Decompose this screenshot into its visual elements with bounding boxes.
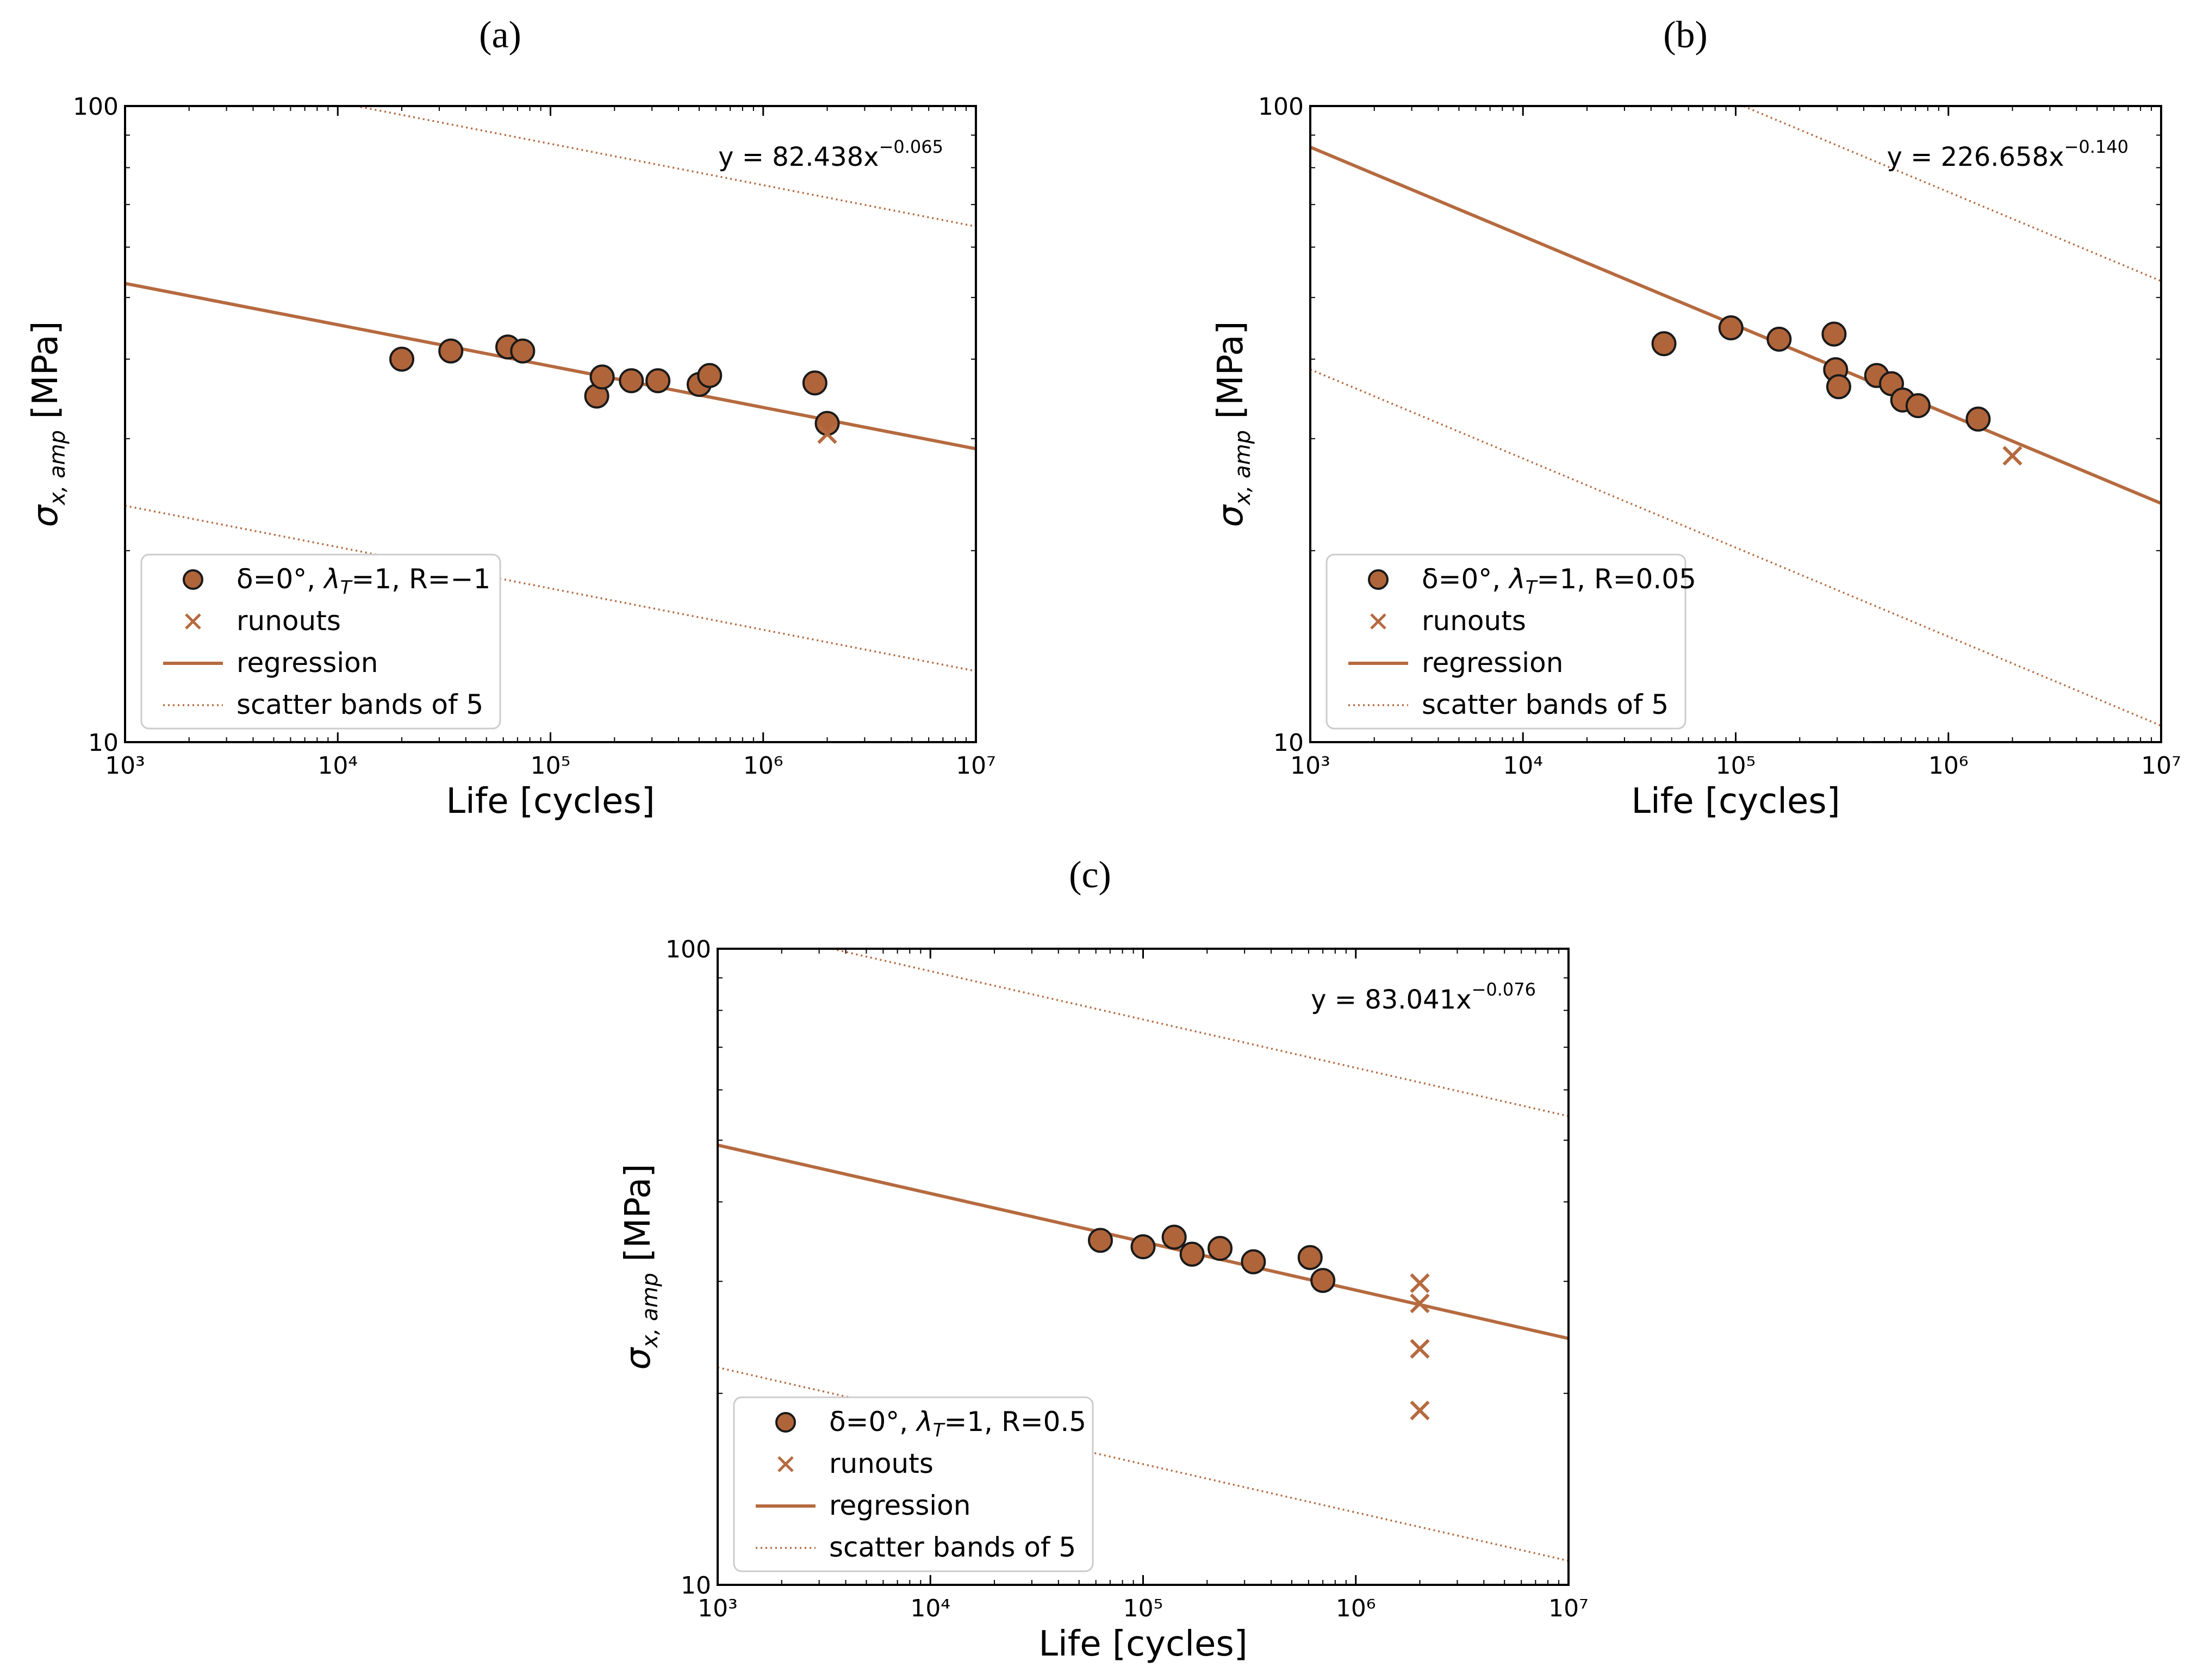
- legend-label: δ=0°, λT=1, R=0.05: [1422, 563, 1696, 599]
- plot-frame: [124, 105, 977, 743]
- y-tick-label: 100: [73, 93, 119, 121]
- data-point: [1718, 315, 1744, 341]
- legend-marker-circle: [183, 569, 203, 590]
- legend: δ=0°, λT=1, R=0.05 runouts regression scatt…: [1325, 553, 1696, 730]
- regression-equation: y = 82.438x−0.065: [718, 136, 943, 172]
- x-tick-label: 10⁵: [1716, 752, 1756, 780]
- x-axis-title: Life [cycles]: [1631, 781, 1840, 822]
- legend-label: runouts: [236, 605, 341, 637]
- data-point: [1766, 326, 1792, 352]
- data-point: [802, 370, 827, 396]
- data-point: [1241, 1249, 1266, 1274]
- legend-marker-circle: [775, 1412, 796, 1433]
- x-axis-title: Life [cycles]: [446, 781, 655, 822]
- regression-equation: y = 83.041x−0.076: [1311, 979, 1536, 1015]
- y-tick-label: 100: [1258, 93, 1304, 121]
- x-tick-label: 10³: [1290, 752, 1330, 780]
- scatter-band-lower: [1310, 368, 2161, 727]
- x-tick-label: 10⁴: [910, 1595, 950, 1622]
- legend-marker-circle: [1368, 569, 1389, 590]
- y-tick-label: 10: [88, 729, 119, 757]
- x-tick-label: 10³: [105, 752, 145, 780]
- legend-label: runouts: [829, 1448, 933, 1479]
- y-tick-label: 100: [665, 936, 711, 963]
- data-point: [1161, 1224, 1187, 1250]
- data-point: [697, 363, 723, 388]
- legend-box: [140, 553, 501, 730]
- panel-label-b: (b): [1663, 14, 1708, 56]
- runout-point: [1410, 1273, 1430, 1293]
- x-axis-title: Life [cycles]: [1038, 1624, 1247, 1664]
- regression-equation: y = 226.658x−0.140: [1887, 136, 2128, 172]
- y-tick-label: 10: [681, 1572, 711, 1600]
- y-tick-label: 10: [1273, 729, 1304, 757]
- data-point: [1965, 406, 1991, 432]
- y-axis-title: σx, amp [MPa]: [1211, 321, 1255, 527]
- data-point: [589, 364, 615, 390]
- panel-label-c: (c): [1069, 854, 1111, 896]
- legend-box: [733, 1396, 1094, 1572]
- data-point: [1821, 321, 1847, 347]
- plot-frame: [717, 948, 1570, 1586]
- data-point: [1130, 1234, 1156, 1260]
- data-point: [1208, 1236, 1233, 1261]
- legend-label: scatter bands of 5: [829, 1532, 1076, 1563]
- x-tick-label: 10⁶: [1336, 1595, 1376, 1622]
- legend-label: runouts: [1422, 605, 1526, 637]
- x-tick-label: 10⁴: [318, 752, 358, 780]
- legend-label: δ=0°, λT=1, R=0.5: [829, 1406, 1086, 1441]
- legend-label: regression: [1422, 647, 1563, 679]
- legend: δ=0°, λT=1, R=0.5 runouts regression scatte…: [733, 1396, 1094, 1572]
- y-axis-title: σx, amp [MPa]: [26, 321, 70, 527]
- x-tick-label: 10⁶: [743, 752, 783, 780]
- scatter-band-upper: [827, 949, 1569, 1117]
- x-tick-label: 10⁷: [1548, 1595, 1589, 1622]
- x-tick-label: 10⁴: [1503, 752, 1543, 780]
- legend-marker-x: [185, 613, 201, 630]
- runout-point: [1410, 1339, 1430, 1359]
- legend-label: scatter bands of 5: [1422, 689, 1669, 720]
- legend: δ=0°, λT=1, R=−1 runouts regression scatter…: [140, 553, 501, 730]
- runout-point: [1410, 1401, 1430, 1421]
- data-point: [1905, 393, 1931, 419]
- legend-label: regression: [236, 647, 378, 679]
- data-point: [389, 346, 415, 372]
- x-tick-label: 10³: [698, 1595, 738, 1622]
- y-axis-title: σx, amp [MPa]: [618, 1164, 663, 1370]
- legend-label: regression: [829, 1490, 970, 1521]
- legend-label: scatter bands of 5: [236, 689, 483, 720]
- legend-marker-x: [777, 1456, 794, 1472]
- panel-label-a: (a): [479, 14, 521, 56]
- data-point: [645, 368, 671, 394]
- x-tick-label: 10⁷: [956, 752, 996, 780]
- scatter-band-lower: [718, 1366, 1569, 1562]
- data-point: [510, 338, 536, 364]
- data-point: [1297, 1245, 1323, 1270]
- regression-line: [125, 282, 976, 451]
- data-point: [1826, 374, 1851, 400]
- x-tick-label: 10⁷: [2141, 752, 2181, 780]
- x-tick-label: 10⁵: [1123, 1595, 1163, 1622]
- legend-label: δ=0°, λT=1, R=−1: [236, 563, 490, 599]
- runout-point: [2002, 446, 2022, 466]
- plot-frame: [1309, 105, 2162, 743]
- x-tick-label: 10⁶: [1928, 752, 1969, 780]
- data-point: [1087, 1228, 1113, 1253]
- chart-2: 10³ 10⁴ 10⁵ 10⁶ 10⁷ 10 100 y = 83.041x−0.076 Lif…: [618, 936, 1589, 1664]
- runout-point: [1410, 1293, 1430, 1314]
- data-point: [438, 338, 464, 364]
- chart-0: 10³ 10⁴ 10⁵ 10⁶ 10⁷ 10 100 y = 82.438x−0.065 Lif…: [26, 93, 996, 822]
- legend-box: [1325, 553, 1686, 730]
- data-point: [1179, 1241, 1205, 1267]
- data-point: [814, 410, 840, 436]
- data-point: [1651, 331, 1677, 357]
- x-tick-label: 10⁵: [531, 752, 571, 780]
- scatter-band-upper: [1740, 106, 2161, 282]
- runout-point: [817, 424, 837, 444]
- data-point: [619, 368, 644, 394]
- legend-marker-x: [1370, 613, 1386, 630]
- data-point: [1310, 1268, 1336, 1293]
- chart-1: 10³ 10⁴ 10⁵ 10⁶ 10⁷ 10 100 y = 226.658x−0.140 Li…: [1211, 93, 2181, 822]
